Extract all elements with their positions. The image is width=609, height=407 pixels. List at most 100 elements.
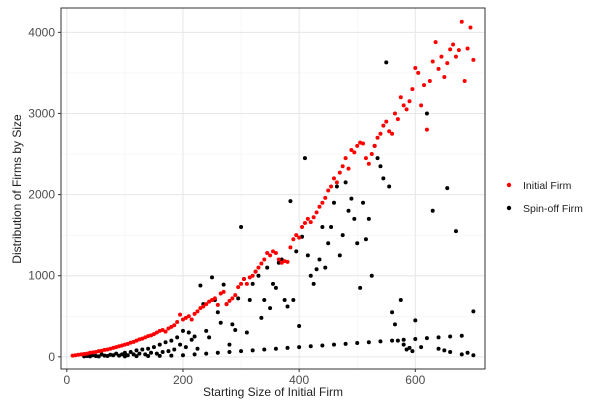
point-spin-off-firm <box>122 354 127 359</box>
point-initial-firm <box>334 180 339 185</box>
point-spin-off-firm <box>221 282 226 287</box>
point-initial-firm <box>256 265 261 270</box>
legend: Initial Firm Spin-off Firm <box>506 180 583 215</box>
point-initial-firm <box>361 141 366 146</box>
point-initial-firm <box>183 315 188 320</box>
point-initial-firm <box>227 298 232 303</box>
point-spin-off-firm <box>96 354 101 359</box>
point-spin-off-firm <box>262 347 267 352</box>
point-spin-off-firm <box>331 200 336 205</box>
point-initial-firm <box>369 152 374 157</box>
point-spin-off-firm <box>465 350 470 355</box>
point-initial-firm <box>340 164 345 169</box>
point-spin-off-firm <box>305 253 310 258</box>
point-initial-firm <box>419 103 424 108</box>
point-initial-firm <box>314 210 319 215</box>
point-spin-off-firm <box>166 349 171 354</box>
point-spin-off-firm <box>329 225 334 230</box>
point-initial-firm <box>207 299 212 304</box>
y-tick-label: 1000 <box>28 269 55 283</box>
point-initial-firm <box>218 291 223 296</box>
point-initial-firm <box>230 296 235 301</box>
point-initial-firm <box>430 59 435 64</box>
point-spin-off-firm <box>180 328 185 333</box>
point-initial-firm <box>265 250 270 255</box>
point-initial-firm <box>366 161 371 166</box>
point-spin-off-firm <box>157 353 162 358</box>
point-initial-firm <box>317 204 322 209</box>
point-spin-off-firm <box>128 349 133 354</box>
point-spin-off-firm <box>151 345 156 350</box>
point-initial-firm <box>401 103 406 108</box>
point-initial-firm <box>422 83 427 88</box>
point-spin-off-firm <box>311 281 316 286</box>
point-initial-firm <box>236 285 241 290</box>
point-spin-off-firm <box>378 164 383 169</box>
point-spin-off-firm <box>436 335 441 340</box>
point-initial-firm <box>186 314 191 319</box>
x-tick-label: 0 <box>63 373 70 387</box>
point-spin-off-firm <box>471 353 476 358</box>
point-initial-firm <box>253 269 258 274</box>
point-spin-off-firm <box>282 298 287 303</box>
point-initial-firm <box>305 216 310 221</box>
point-spin-off-firm <box>189 337 194 342</box>
point-spin-off-firm <box>392 322 397 327</box>
point-spin-off-firm <box>459 333 464 338</box>
point-spin-off-firm <box>285 304 290 309</box>
point-spin-off-firm <box>378 339 383 344</box>
point-spin-off-firm <box>271 281 275 286</box>
point-initial-firm <box>384 119 389 124</box>
point-initial-firm <box>433 40 438 45</box>
point-initial-firm <box>372 143 377 148</box>
point-spin-off-firm <box>119 352 124 357</box>
point-spin-off-firm <box>183 345 188 350</box>
point-spin-off-firm <box>288 199 293 204</box>
point-initial-firm <box>276 257 281 262</box>
point-spin-off-firm <box>198 283 203 288</box>
point-spin-off-firm <box>361 200 366 205</box>
point-spin-off-firm <box>111 353 116 358</box>
point-spin-off-firm <box>259 315 264 320</box>
point-initial-firm <box>398 95 403 100</box>
point-initial-firm <box>410 87 415 92</box>
point-spin-off-firm <box>358 285 363 290</box>
point-initial-firm <box>308 220 313 225</box>
point-initial-firm <box>154 330 159 335</box>
point-spin-off-firm <box>471 309 476 314</box>
point-spin-off-firm <box>320 343 325 348</box>
point-spin-off-firm <box>387 184 392 189</box>
point-initial-firm <box>329 184 334 189</box>
point-initial-firm <box>302 220 307 225</box>
point-spin-off-firm <box>366 340 371 345</box>
point-spin-off-firm <box>320 225 325 230</box>
point-spin-off-firm <box>430 208 435 213</box>
point-spin-off-firm <box>160 349 165 354</box>
point-initial-firm <box>456 48 461 53</box>
point-initial-firm <box>300 225 305 230</box>
point-initial-firm <box>250 273 255 278</box>
point-initial-firm <box>311 215 316 220</box>
point-spin-off-firm <box>218 320 223 325</box>
point-initial-firm <box>427 79 432 84</box>
point-spin-off-firm <box>448 334 453 339</box>
point-spin-off-firm <box>308 344 313 349</box>
legend-label-initial-firm: Initial Firm <box>523 180 572 192</box>
point-initial-firm <box>259 261 264 266</box>
point-initial-firm <box>459 19 464 24</box>
plot-border <box>60 7 486 370</box>
point-spin-off-firm <box>154 351 159 356</box>
point-initial-firm <box>239 281 244 286</box>
point-initial-firm <box>363 156 368 161</box>
point-spin-off-firm <box>346 208 351 213</box>
point-initial-firm <box>189 317 194 322</box>
point-initial-firm <box>285 259 290 264</box>
point-spin-off-firm <box>419 345 424 350</box>
point-spin-off-firm <box>340 233 345 238</box>
point-initial-firm <box>416 70 421 75</box>
point-spin-off-firm <box>302 156 307 161</box>
point-spin-off-firm <box>291 298 296 303</box>
point-spin-off-firm <box>366 216 371 221</box>
point-spin-off-firm <box>375 156 380 161</box>
point-spin-off-firm <box>297 324 302 329</box>
